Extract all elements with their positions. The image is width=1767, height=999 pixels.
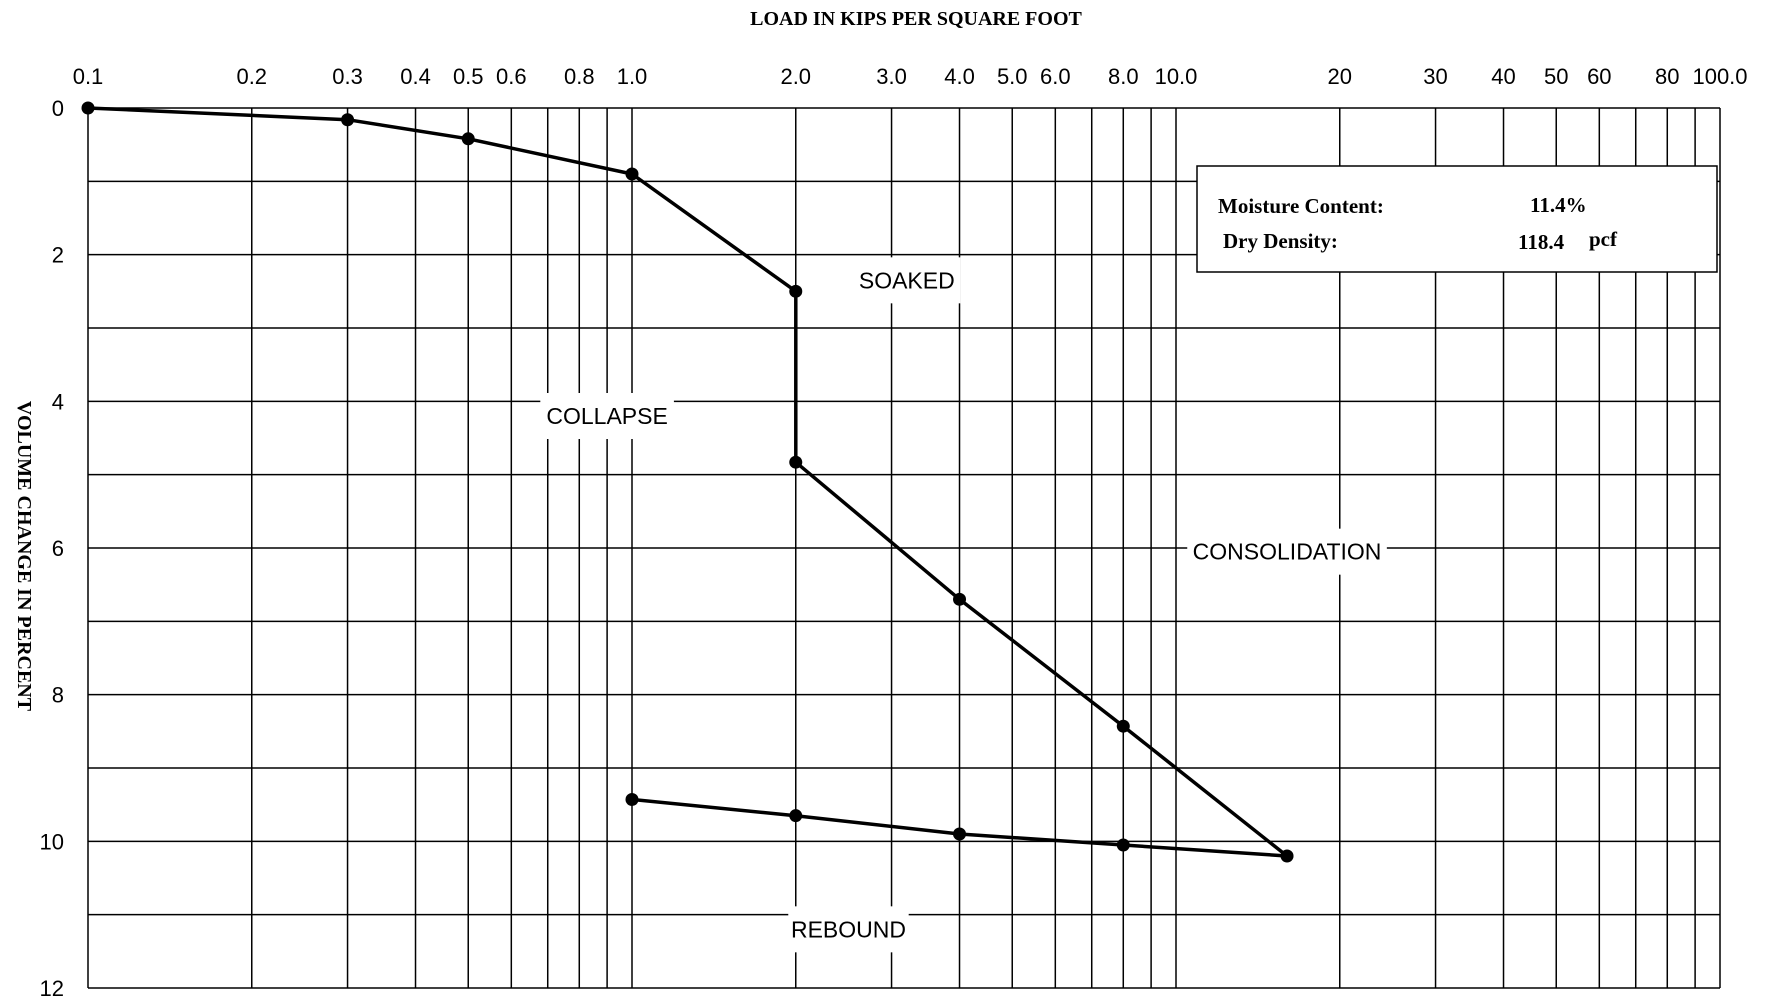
x-tick-label: 50 xyxy=(1544,64,1568,89)
y-tick-label: 6 xyxy=(52,536,64,561)
info-box: Moisture Content: 11.4% Dry Density: 118… xyxy=(1196,165,1718,273)
x-tick-label: 3.0 xyxy=(876,64,907,89)
x-tick-label: 0.8 xyxy=(564,64,595,89)
moisture-value: 11.4% xyxy=(1530,193,1587,217)
data-point xyxy=(789,284,803,298)
x-axis-title: LOAD IN KIPS PER SQUARE FOOT xyxy=(750,8,1082,30)
x-tick-label: 2.0 xyxy=(780,64,811,89)
density-value: 118.4 xyxy=(1518,230,1565,254)
data-point xyxy=(81,101,95,115)
y-axis-title: VOLUME CHANGE IN PERCENT xyxy=(13,401,35,712)
annotation-background xyxy=(788,906,909,953)
density-unit: pcf xyxy=(1589,227,1618,251)
x-tick-label: 6.0 xyxy=(1040,64,1071,89)
x-tick-label: 0.1 xyxy=(73,64,104,89)
x-tick-label: 5.0 xyxy=(997,64,1028,89)
annotation-label: CONSOLIDATION xyxy=(1193,539,1382,565)
x-tick-label: 10.0 xyxy=(1155,64,1198,89)
y-tick-label: 0 xyxy=(52,96,64,121)
x-tick-label: 4.0 xyxy=(944,64,975,89)
annotation-background xyxy=(1187,528,1387,575)
x-tick-label: 60 xyxy=(1587,64,1611,89)
x-tick-label: 100.0 xyxy=(1692,64,1747,89)
annotation-label: COLLAPSE xyxy=(546,403,667,429)
x-tick-label: 40 xyxy=(1491,64,1515,89)
y-tick-label: 12 xyxy=(40,976,64,999)
data-point xyxy=(789,809,803,823)
x-tick-label: 0.6 xyxy=(496,64,527,89)
data-point xyxy=(1116,719,1130,733)
data-point xyxy=(953,827,967,841)
data-point xyxy=(341,113,355,127)
x-tick-label: 8.0 xyxy=(1108,64,1139,89)
x-tick-label: 0.2 xyxy=(236,64,267,89)
annotation-background xyxy=(540,393,674,439)
x-tick-label: 0.3 xyxy=(332,64,363,89)
info-box-frame xyxy=(1196,165,1718,273)
annotations: SOAKED COLLAPSE CONSOLIDATION REBOUND xyxy=(540,257,1387,953)
annotation-label: REBOUND xyxy=(791,916,906,942)
data-point xyxy=(953,592,967,606)
x-tick-label: 0.4 xyxy=(400,64,431,89)
density-label: Dry Density: xyxy=(1223,229,1338,253)
data-point xyxy=(789,455,803,469)
data-point xyxy=(1280,849,1294,863)
y-tick-labels: 0 2 4 6 8 10 12 xyxy=(40,96,64,999)
y-tick-label: 8 xyxy=(52,683,64,708)
data-point xyxy=(461,132,475,146)
grid xyxy=(87,107,1721,989)
y-tick-label: 2 xyxy=(52,243,64,268)
annotation-background xyxy=(853,257,961,304)
y-tick-label: 10 xyxy=(40,829,64,854)
x-tick-labels: 0.1 0.2 0.3 0.4 0.5 0.6 0.8 1.0 2.0 3.0 4.0 5.0 6.0 8… xyxy=(73,64,1748,89)
series xyxy=(81,101,1294,863)
x-tick-label: 0.5 xyxy=(453,64,484,89)
data-point xyxy=(625,793,639,807)
data-point xyxy=(1116,838,1130,852)
x-tick-label: 1.0 xyxy=(617,64,648,89)
data-point xyxy=(625,167,639,181)
x-tick-label: 80 xyxy=(1655,64,1679,89)
x-tick-label: 30 xyxy=(1423,64,1447,89)
y-tick-label: 4 xyxy=(52,389,64,414)
annotation-label: SOAKED xyxy=(859,267,955,293)
x-tick-label: 20 xyxy=(1328,64,1352,89)
moisture-label: Moisture Content: xyxy=(1218,194,1384,218)
series-line xyxy=(87,106,1289,858)
